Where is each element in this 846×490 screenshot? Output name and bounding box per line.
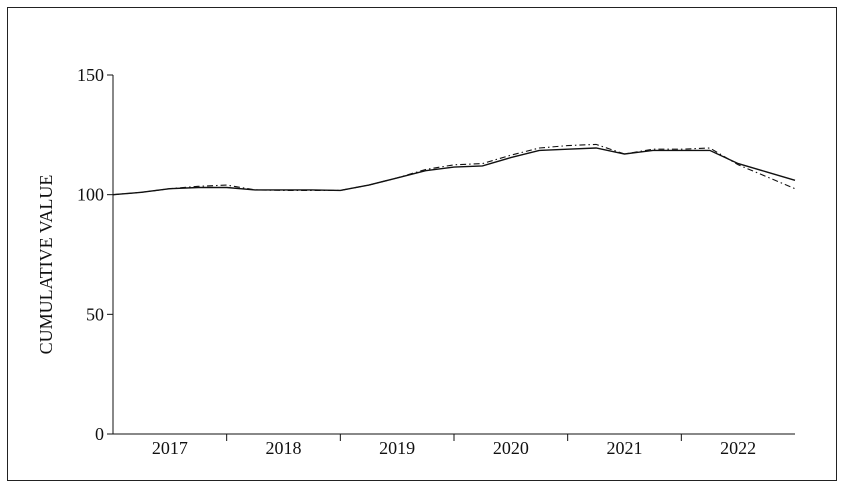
x-tick-label: 2019 bbox=[379, 438, 415, 458]
x-tick-label: 2022 bbox=[720, 438, 756, 458]
y-tick-label: 50 bbox=[86, 304, 104, 324]
x-tick-label: 2018 bbox=[266, 438, 302, 458]
x-tick-label: 2021 bbox=[607, 438, 643, 458]
y-axis-title: CUMULATIVE VALUE bbox=[36, 175, 56, 355]
y-tick-label: 100 bbox=[77, 185, 104, 205]
chart-frame bbox=[7, 7, 837, 481]
y-tick-label: 0 bbox=[95, 424, 104, 444]
x-tick-label: 2017 bbox=[152, 438, 188, 458]
y-tick-label: 150 bbox=[77, 65, 104, 85]
x-tick-label: 2020 bbox=[493, 438, 529, 458]
series-line-1 bbox=[112, 147, 796, 196]
series-line-2 bbox=[112, 143, 796, 196]
